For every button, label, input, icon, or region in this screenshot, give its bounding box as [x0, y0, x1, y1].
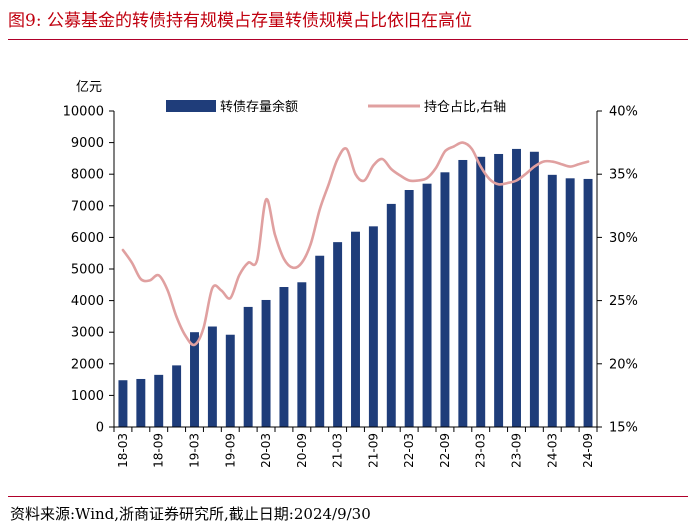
legend-line-label: 持仓占比,右轴 — [424, 100, 506, 115]
left-tick-label: 7000 — [71, 199, 104, 214]
bar — [440, 172, 450, 427]
bar — [190, 332, 199, 427]
bar — [207, 326, 217, 427]
bar — [279, 287, 289, 427]
bar — [512, 148, 521, 428]
x-tick-label: 21-09 — [366, 433, 380, 468]
left-tick-label: 10000 — [63, 105, 104, 120]
left-tick-label: 1000 — [71, 389, 104, 404]
right-axis: 15% 20% 25% 30% 35% 40% — [597, 105, 638, 436]
right-tick-label: 40% — [609, 105, 638, 120]
bar — [333, 242, 343, 427]
left-tick-label: 6000 — [71, 231, 104, 246]
x-tick-label: 19-09 — [223, 433, 237, 468]
bar — [118, 380, 128, 427]
bar — [422, 183, 432, 427]
right-tick-label: 20% — [609, 357, 638, 372]
x-tick-label: 18-09 — [152, 433, 166, 468]
x-tick-label: 23-03 — [474, 433, 488, 468]
bar — [476, 156, 486, 427]
bar — [136, 378, 146, 427]
x-tick-label: 22-09 — [438, 433, 452, 468]
bar — [583, 178, 593, 427]
x-tick-label: 20-09 — [295, 433, 309, 468]
x-axis: 18-03 18-09 19-03 19-09 20-03 20-09 21-03 21-09… — [113, 427, 598, 468]
bar — [529, 151, 539, 427]
bar — [368, 226, 378, 427]
left-tick-label: 5000 — [71, 263, 104, 278]
title-divider — [8, 39, 688, 40]
right-tick-label: 30% — [609, 231, 638, 246]
left-axis-unit: 亿元 — [76, 80, 102, 95]
left-tick-label: 8000 — [71, 168, 104, 183]
source-note: 资料来源:Wind,浙商证券研究所,截止日期:2024/9/30 — [10, 505, 371, 523]
footer-divider — [8, 496, 688, 497]
axes-frame — [113, 111, 598, 428]
bar — [494, 153, 504, 427]
left-tick-label: 9000 — [71, 136, 104, 151]
figure-title: 图9: 公募基金的转债持有规模占存量转债规模占比依旧在高位 — [8, 11, 472, 31]
right-tick-label: 25% — [609, 294, 638, 309]
x-tick-label: 19-03 — [188, 433, 202, 468]
x-tick-label: 22-03 — [402, 433, 416, 468]
x-tick-label: 21-03 — [331, 433, 345, 468]
chart: 亿元 0 1000 2000 3000 4000 5000 6000 7000 8000 9000… — [63, 80, 638, 468]
legend-bar-swatch — [166, 100, 216, 112]
left-tick-label: 4000 — [71, 294, 104, 309]
bar — [261, 299, 271, 427]
x-tick-label: 20-03 — [259, 433, 273, 468]
bar — [315, 255, 325, 427]
right-tick-label: 15% — [609, 421, 638, 436]
left-axis: 0 1000 2000 3000 4000 5000 6000 7000 8000 9000 100… — [63, 105, 114, 436]
bar — [297, 282, 307, 427]
legend-bar-label: 转债存量余额 — [220, 99, 298, 115]
bar — [565, 178, 575, 427]
bar — [172, 365, 182, 427]
bar — [547, 174, 557, 427]
right-tick-label: 35% — [609, 168, 638, 183]
bar — [154, 374, 164, 427]
left-tick-label: 2000 — [71, 357, 104, 372]
bar — [386, 203, 396, 427]
bar — [351, 231, 360, 427]
bar — [225, 334, 235, 427]
x-tick-label: 23-09 — [510, 433, 524, 468]
x-tick-label: 24-03 — [545, 433, 559, 468]
left-tick-label: 3000 — [71, 326, 104, 341]
bar — [458, 159, 468, 428]
left-tick-label: 0 — [96, 421, 104, 436]
share-line — [121, 141, 590, 347]
bar-series — [118, 148, 593, 428]
bar — [404, 190, 414, 427]
x-tick-label: 24-09 — [581, 433, 595, 468]
x-tick-label: 18-03 — [116, 433, 130, 468]
legend: 转债存量余额 持仓占比,右轴 — [166, 99, 506, 115]
bar — [243, 306, 253, 427]
